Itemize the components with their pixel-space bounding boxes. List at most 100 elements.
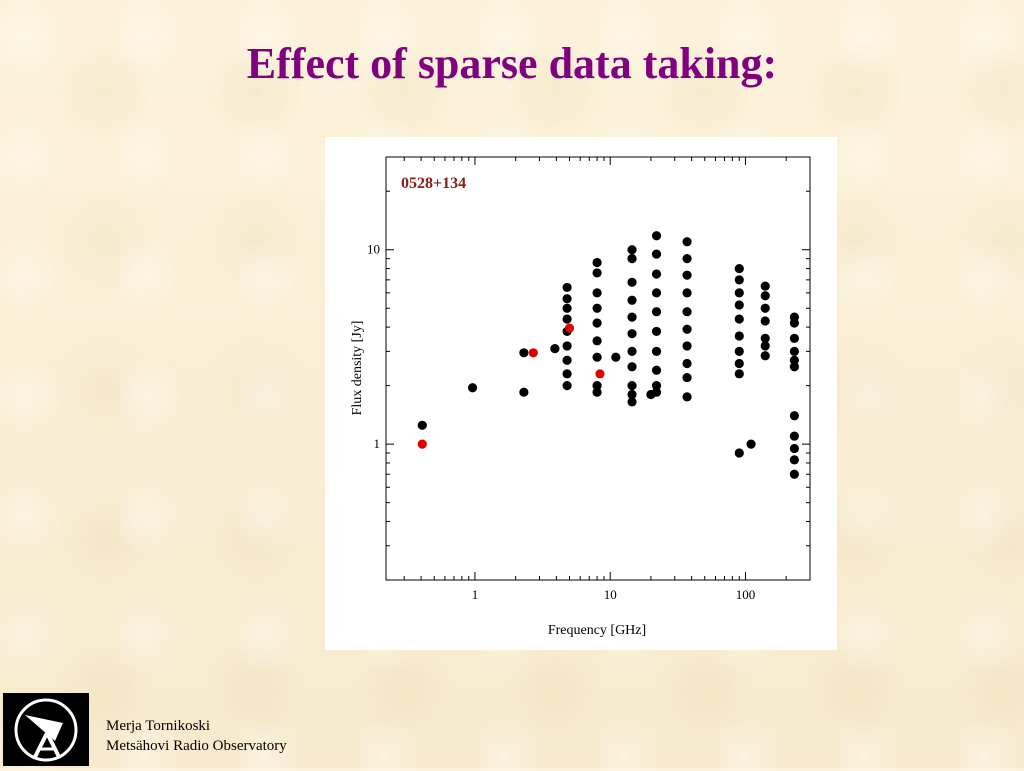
data-point [651, 326, 662, 337]
data-point [734, 346, 744, 356]
data-point [627, 346, 637, 356]
data-point [789, 469, 799, 479]
data-point [627, 245, 637, 255]
data-point [789, 346, 799, 356]
highlight-data-point [528, 348, 538, 358]
data-point [592, 318, 602, 328]
axis-ticks: 1 10 100 1 10 [367, 156, 811, 602]
data-point [682, 237, 692, 247]
source-label: 0528+134 [401, 175, 466, 192]
data-point [682, 270, 692, 280]
data-point [651, 288, 662, 298]
plot-frame [385, 156, 811, 581]
data-point [789, 431, 799, 441]
data-point [562, 282, 572, 293]
data-point [627, 329, 637, 339]
data-point [562, 341, 572, 351]
data-point [734, 275, 744, 285]
data-point [682, 392, 692, 402]
highlight-data-point [595, 369, 605, 379]
data-point [734, 300, 744, 310]
data-point [682, 358, 692, 369]
data-point [611, 352, 621, 362]
slide-title: Effect of sparse data taking: [246, 39, 778, 88]
data-point [417, 420, 427, 430]
data-point [760, 341, 770, 351]
data-point [627, 397, 637, 407]
data-point [651, 387, 662, 397]
data-point [682, 254, 692, 264]
data-point [682, 341, 692, 351]
data-point [682, 372, 692, 383]
data-point [562, 381, 572, 391]
data-point [760, 281, 770, 291]
data-point [789, 455, 799, 465]
data-point [562, 303, 572, 313]
data-point [550, 344, 560, 354]
data-point [682, 307, 692, 317]
data-point [467, 383, 478, 393]
x-axis-label: Frequency [GHz] [548, 623, 646, 638]
data-point [627, 389, 637, 400]
data-point [789, 411, 799, 421]
data-point [627, 362, 637, 372]
data-point [627, 295, 637, 305]
data-point [592, 257, 602, 268]
flux-frequency-chart: 1 10 100 1 10 0528+134 Frequency [GHz] Flux … [350, 156, 811, 638]
data-point [789, 355, 799, 365]
data-point [746, 439, 756, 449]
data-point [734, 314, 744, 324]
highlight-data-point [564, 323, 575, 333]
data-points [417, 231, 799, 479]
footer-institution: Metsähovi Radio Observatory [106, 738, 287, 754]
data-point [789, 333, 799, 343]
chart-panel: 1 10 100 1 10 0528+134 Frequency [GHz] Flux … [325, 137, 837, 650]
footer-credits: Merja Tornikoski Metsähovi Radio Observa… [106, 716, 287, 756]
y-tick-label: 1 [374, 436, 381, 451]
data-point [627, 254, 637, 264]
data-point [592, 336, 602, 346]
data-point [734, 288, 744, 298]
data-point [592, 288, 602, 298]
data-point [651, 365, 662, 375]
data-point [592, 303, 602, 313]
data-point [562, 369, 572, 379]
data-point [734, 331, 744, 341]
data-point [592, 268, 602, 278]
data-point [562, 314, 572, 324]
data-point [760, 316, 770, 326]
footer-author: Merja Tornikoski [106, 718, 211, 734]
data-point [562, 355, 572, 365]
data-point [789, 362, 799, 372]
data-point [627, 277, 637, 287]
data-point [682, 288, 692, 298]
data-point [760, 333, 770, 343]
data-point [734, 369, 744, 379]
data-point [592, 387, 602, 397]
data-point [519, 348, 529, 358]
data-point [760, 303, 770, 313]
data-point [651, 346, 662, 356]
y-tick-label: 10 [367, 242, 380, 257]
data-point [519, 387, 529, 397]
data-point [734, 448, 744, 458]
data-point [789, 318, 799, 328]
data-point [734, 263, 744, 274]
data-point [760, 291, 770, 301]
x-tick-label: 1 [472, 587, 479, 602]
radio-telescope-icon [3, 693, 89, 766]
x-tick-label: 100 [736, 587, 756, 602]
x-tick-label: 10 [604, 587, 617, 602]
data-point [651, 231, 662, 241]
data-point [734, 358, 744, 369]
data-point [562, 294, 572, 304]
data-point [651, 307, 662, 317]
data-point [651, 269, 662, 279]
data-point [627, 381, 637, 391]
data-point [627, 312, 637, 322]
data-point [760, 351, 770, 361]
data-point [789, 443, 799, 454]
y-axis-label: Flux density [Jy] [350, 321, 365, 416]
data-point [592, 381, 602, 391]
highlight-data-point [417, 439, 427, 449]
